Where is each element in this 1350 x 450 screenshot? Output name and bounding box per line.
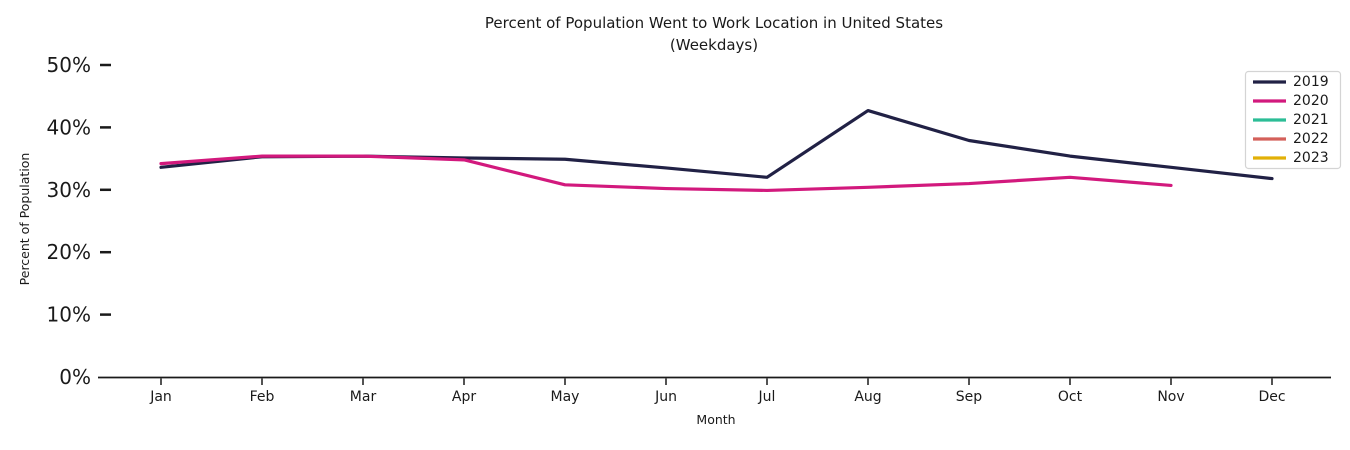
x-tick-label: Jun	[654, 389, 677, 405]
x-tick-label: Apr	[452, 389, 476, 405]
y-tick-mark	[100, 313, 111, 316]
chart-title-group: Percent of Population Went to Work Locat…	[485, 14, 943, 54]
x-tick-label: Dec	[1258, 389, 1285, 405]
y-axis: 0% 10% 20% 30% 40% 50%	[47, 53, 111, 389]
x-tick-label: Mar	[350, 389, 377, 405]
x-tick-label: Aug	[854, 389, 881, 405]
x-axis-label: Month	[696, 412, 735, 427]
legend: 2019 2020 2021 2022 2023	[1244, 70, 1342, 170]
y-axis-label: Percent of Population	[17, 153, 32, 286]
y-tick-mark	[100, 188, 111, 192]
legend-label-2019: 2019	[1293, 74, 1329, 90]
y-tick-mark	[100, 126, 111, 129]
chart-subtitle: (Weekdays)	[670, 36, 758, 54]
chart-title: Percent of Population Went to Work Locat…	[485, 14, 943, 32]
x-tick-label: Jul	[758, 389, 776, 405]
plot-lines	[159, 108, 1274, 193]
series-line-2020	[159, 154, 1173, 193]
y-tick-label: 40%	[47, 115, 91, 139]
legend-label-2021: 2021	[1293, 112, 1329, 128]
y-tick-label: 0%	[59, 365, 91, 389]
y-tick-mark	[100, 250, 111, 254]
y-tick-mark	[100, 63, 111, 67]
x-tick-label: Oct	[1058, 389, 1083, 405]
y-tick-label: 20%	[47, 240, 91, 264]
x-tick-label: Jan	[149, 389, 172, 405]
series-line-2019	[159, 108, 1274, 181]
legend-label-2022: 2022	[1293, 131, 1329, 147]
x-tick-label: Sep	[956, 389, 983, 405]
x-axis: Jan Feb Mar Apr May Jun Jul Aug Sep Oct Nov Dec	[98, 376, 1331, 405]
y-tick-label: 10%	[47, 303, 91, 327]
y-tick-label: 50%	[47, 53, 91, 77]
legend-label-2020: 2020	[1293, 93, 1329, 109]
legend-box	[1244, 70, 1342, 170]
x-tick-label: Nov	[1157, 389, 1184, 405]
x-tick-label: Feb	[250, 389, 275, 405]
legend-label-2023: 2023	[1293, 150, 1329, 166]
y-tick-label: 30%	[47, 178, 91, 202]
x-tick-label: May	[551, 389, 580, 405]
